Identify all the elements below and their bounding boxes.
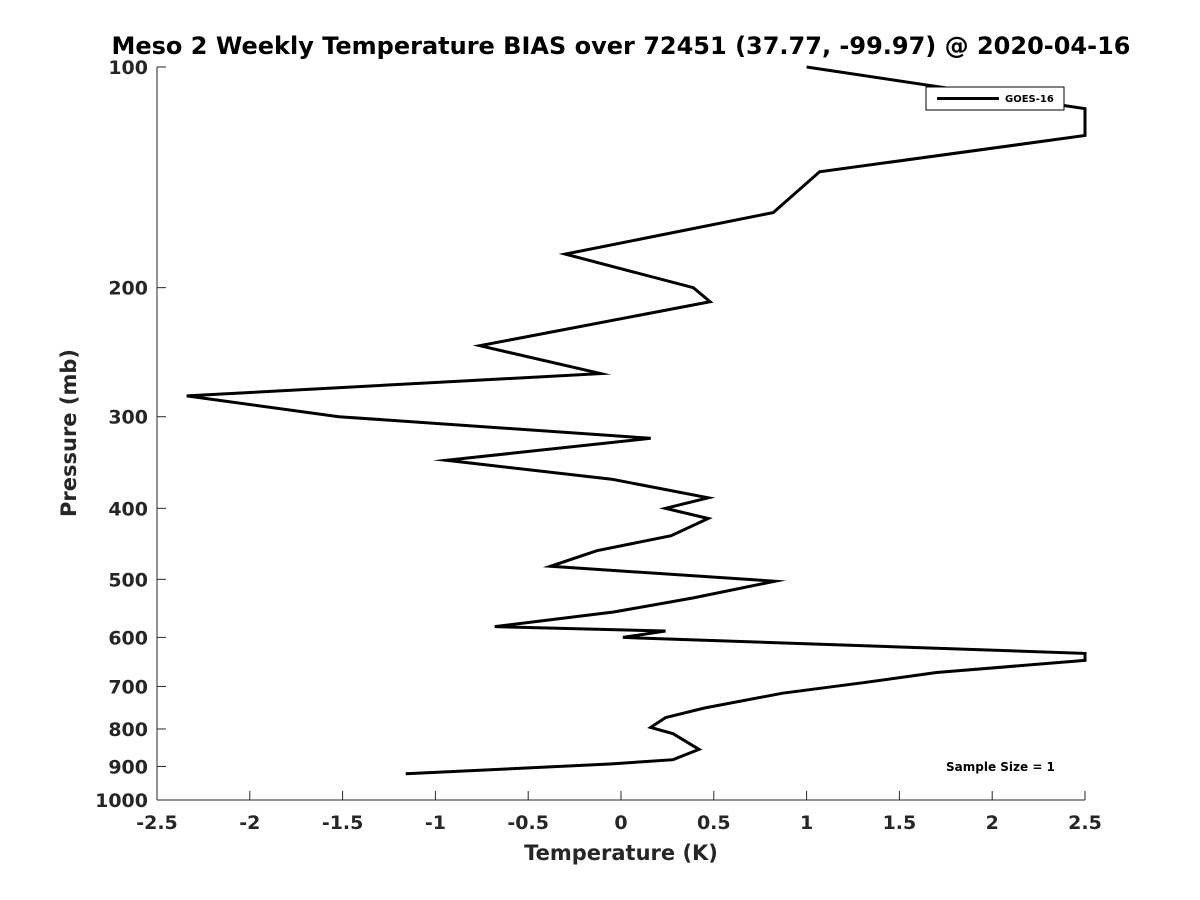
x-axis-label: Temperature (K) bbox=[524, 841, 718, 865]
legend: GOES-16 bbox=[925, 86, 1065, 111]
sample-size-annotation: Sample Size = 1 bbox=[946, 760, 1055, 774]
legend-label-goes-16: GOES-16 bbox=[1005, 94, 1054, 105]
x-tick-label: -2 bbox=[239, 812, 260, 834]
y-tick-label: 200 bbox=[108, 278, 148, 300]
x-tick-label: 2.5 bbox=[1068, 812, 1102, 834]
series-line-goes-16 bbox=[186, 65, 1087, 776]
y-axis-label: Pressure (mb) bbox=[57, 349, 81, 517]
y-tick-label: 100 bbox=[108, 57, 148, 79]
y-tick-label: 500 bbox=[108, 569, 148, 591]
y-tick-label: 700 bbox=[108, 676, 148, 698]
y-tick-label: 400 bbox=[108, 498, 148, 520]
y-tick-label: 1000 bbox=[95, 790, 148, 812]
x-tick-label: -2.5 bbox=[136, 812, 178, 834]
x-tick-label: -0.5 bbox=[507, 812, 549, 834]
x-axis-ticks: -2.5 -2 -1.5 -1 -0.5 0 0.5 1 1.5 2 2.5 bbox=[136, 791, 1102, 834]
x-tick-label: 1 bbox=[800, 812, 813, 834]
x-tick-label: 0 bbox=[614, 812, 627, 834]
y-tick-label: 800 bbox=[108, 719, 148, 741]
x-tick-label: 1.5 bbox=[883, 812, 917, 834]
y-tick-label: 900 bbox=[108, 756, 148, 778]
x-tick-label: 2 bbox=[986, 812, 999, 834]
y-axis-ticks: 100 200 300 400 500 600 700 800 900 1000 bbox=[95, 57, 166, 812]
x-tick-label: 0.5 bbox=[697, 812, 731, 834]
chart-title: Meso 2 Weekly Temperature BIAS over 7245… bbox=[111, 32, 1130, 60]
y-tick-label: 300 bbox=[108, 407, 148, 429]
series-layer bbox=[186, 65, 1087, 776]
y-tick-label: 600 bbox=[108, 627, 148, 649]
x-tick-label: -1 bbox=[425, 812, 446, 834]
x-tick-label: -1.5 bbox=[322, 812, 364, 834]
